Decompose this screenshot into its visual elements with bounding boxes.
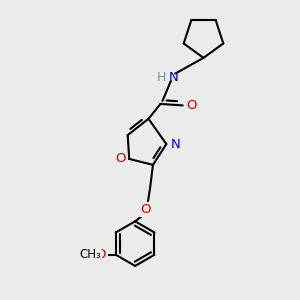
Text: O: O bbox=[115, 152, 125, 165]
Text: O: O bbox=[186, 99, 196, 112]
Text: CH₃: CH₃ bbox=[79, 248, 101, 261]
Text: O: O bbox=[96, 248, 106, 261]
Text: H: H bbox=[157, 71, 167, 84]
Text: N: N bbox=[170, 138, 180, 151]
Text: O: O bbox=[140, 203, 151, 216]
Text: N: N bbox=[169, 71, 179, 84]
